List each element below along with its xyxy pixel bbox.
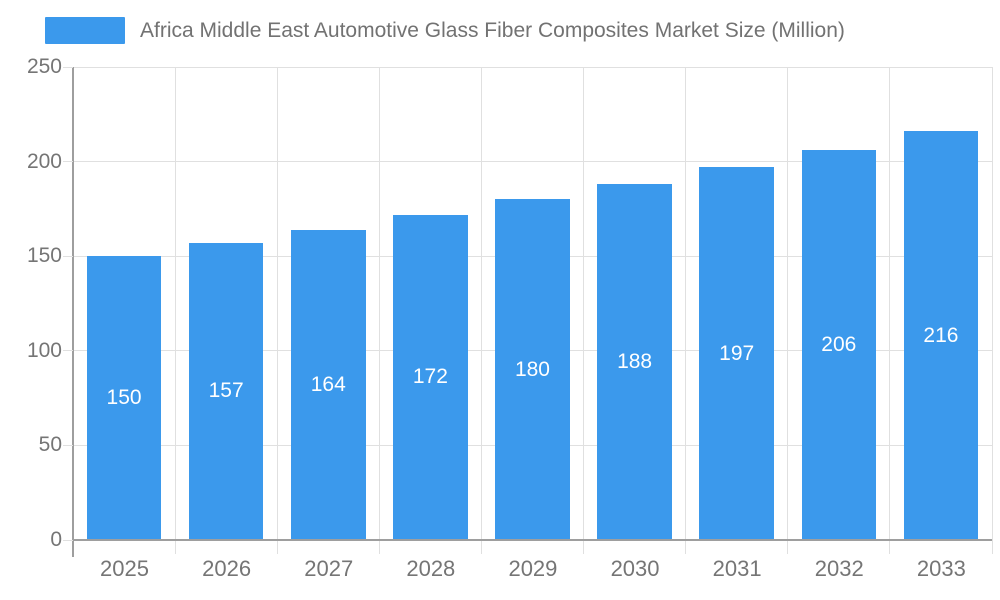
x-axis-tick-label: 2028: [406, 556, 456, 581]
bar-2030: 188: [597, 184, 672, 540]
y-tick-mark: [63, 444, 73, 446]
x-axis-tick-label: 2026: [202, 556, 252, 581]
y-gridline: [73, 66, 992, 68]
y-axis-tick-label: 200: [26, 149, 62, 173]
y-axis-line: [72, 67, 74, 557]
x-gridline: [480, 67, 482, 554]
bar-2025: 150: [86, 256, 162, 540]
bar-2031: 197: [699, 167, 774, 540]
x-axis-tick-label: 2032: [814, 556, 864, 581]
y-gridline: [73, 161, 992, 163]
bar-value-label: 206: [821, 333, 857, 357]
x-gridline: [889, 67, 891, 554]
bar-2027: 164: [291, 229, 366, 540]
x-axis-tick-label: 2033: [916, 556, 966, 581]
x-axis-tick-label: 2027: [304, 556, 354, 581]
y-axis-tick-label: 0: [50, 528, 62, 551]
bar-value-label: 157: [208, 379, 244, 403]
bar-2033: 216: [903, 131, 979, 540]
x-gridline: [583, 67, 585, 554]
x-gridline: [787, 67, 789, 554]
y-axis-tick-label: 100: [26, 338, 62, 362]
legend[interactable]: Africa Middle East Automotive Glass Fibe…: [45, 17, 845, 44]
x-gridline: [378, 67, 380, 554]
bar-value-label: 216: [923, 323, 959, 347]
y-tick-mark: [63, 255, 73, 257]
bar-value-label: 150: [106, 386, 142, 410]
chart-title: Africa Middle East Automotive Glass Fibe…: [140, 19, 845, 42]
x-axis-tick-label: 2031: [712, 556, 762, 581]
x-gridline: [276, 67, 278, 554]
bar-2028: 172: [393, 214, 468, 540]
x-gridline: [174, 67, 176, 554]
x-axis-tick-label: 2030: [610, 556, 660, 581]
y-axis-tick-label: 250: [26, 55, 62, 78]
bar-value-label: 188: [617, 350, 653, 374]
bar-value-label: 180: [514, 357, 550, 381]
bar-value-label: 197: [719, 341, 755, 365]
x-gridline: [991, 67, 993, 554]
bar-2032: 206: [801, 150, 877, 540]
bar-value-label: 172: [412, 365, 448, 389]
x-gridline: [685, 67, 687, 554]
y-tick-mark: [63, 350, 73, 352]
y-axis-tick-label: 150: [26, 244, 62, 268]
bar-2026: 157: [188, 242, 264, 540]
plot-area: 150 157 164 172 180 188 197 206 216: [73, 66, 993, 554]
y-tick-mark: [63, 161, 73, 163]
bar-value-label: 164: [310, 372, 346, 396]
y-axis-tick-label: 50: [38, 433, 62, 457]
x-axis-line: [73, 539, 992, 541]
x-axis-tick-label: 2029: [508, 556, 558, 581]
y-tick-mark: [63, 66, 73, 68]
bar-2029: 180: [495, 199, 570, 540]
legend-swatch: [45, 17, 125, 44]
y-tick-mark: [63, 539, 73, 541]
x-axis-tick-label: 2025: [100, 556, 149, 581]
